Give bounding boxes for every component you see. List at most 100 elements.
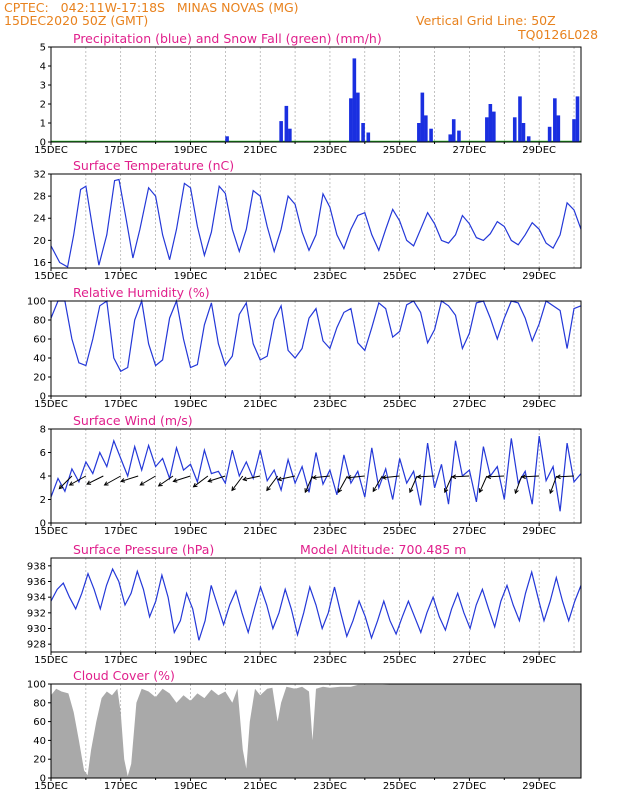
temp-title: Surface Temperature (nC) (73, 158, 234, 173)
temp-xtick-label: 27DEC (453, 271, 487, 282)
rh-ytick-label: 20 (33, 373, 46, 384)
wind-vector-head (549, 489, 554, 495)
wind-vector-shaft (104, 475, 121, 486)
wind-vector-head (139, 481, 145, 486)
precip-xtick-label: 23DEC (313, 145, 347, 156)
cloud-xtick-label: 15DEC (34, 781, 68, 792)
rh-ytick-label: 100 (27, 297, 46, 308)
wind-vector-head (266, 486, 271, 492)
pres-xtick-label: 29DEC (522, 655, 556, 666)
rh-xtick-label: 15DEC (34, 399, 68, 410)
temp-xtick-label: 17DEC (104, 271, 138, 282)
rh-xtick-label: 29DEC (522, 399, 556, 410)
header-line1: CPTEC: 042:11W-17:18S MINAS NOVAS (MG) (4, 0, 299, 15)
wind-vector-shaft (549, 475, 558, 494)
precip-bar (366, 132, 371, 142)
precip-bar (349, 98, 353, 142)
cloud-ytick-label: 0 (40, 774, 46, 785)
wind-vector-head (304, 488, 309, 494)
pres-series-line (50, 567, 582, 641)
cloud-cover-area (51, 684, 581, 778)
temp-xtick-label: 29DEC (522, 271, 556, 282)
wind-title: Surface Wind (m/s) (73, 413, 193, 428)
wind-vector-head (68, 481, 74, 486)
rh-ytick-label: 40 (33, 354, 46, 365)
precip-bar (279, 121, 283, 142)
pres-xtick-label: 23DEC (313, 655, 347, 666)
wind-vector-shaft (277, 475, 296, 481)
precip-bar (288, 128, 292, 142)
pres-xtick-label: 25DEC (383, 655, 417, 666)
cloud-ytick-label: 80 (33, 698, 46, 709)
precip-bar (547, 126, 552, 142)
wind-vector-shaft (514, 475, 523, 494)
pres-ytick-label: 934 (27, 593, 46, 604)
precip-xtick-label: 21DEC (243, 145, 277, 156)
temp-frame (50, 173, 582, 269)
wind-vector-shaft (372, 475, 383, 492)
temp-ytick-label: 24 (33, 214, 46, 225)
precip-bar (572, 119, 576, 142)
pres-ytick-label: 938 (27, 561, 46, 572)
wind-vector-head (486, 474, 492, 480)
temp-ytick-label: 20 (33, 236, 46, 247)
precip-bar (512, 117, 517, 142)
pres-ytick-label: 932 (27, 608, 46, 619)
cloud-ytick-label: 60 (33, 717, 46, 728)
pres-subtitle: Model Altitude: 700.485 m (300, 542, 466, 557)
cloud-frame (50, 683, 582, 779)
wind-vector-head (157, 482, 163, 487)
wind-vector-shaft (337, 475, 348, 493)
precip-ytick-label: 0 (40, 138, 46, 149)
wind-vector-head (521, 474, 526, 480)
wind-vector-shaft (479, 475, 488, 493)
precip-xtick-label: 15DEC (34, 145, 68, 156)
rh-series-line (50, 298, 582, 373)
rh-title: Relative Humidity (%) (73, 285, 210, 300)
rh-xtick-label: 19DEC (174, 399, 208, 410)
temp-ytick-label: 32 (33, 170, 46, 181)
wind-vector-head (58, 484, 64, 490)
wind-vector-head (120, 478, 126, 483)
cloud-xtick-label: 19DEC (174, 781, 208, 792)
temp-xtick-label: 19DEC (174, 271, 208, 282)
wind-vector-head (555, 474, 561, 480)
wind-xtick-label: 17DEC (104, 526, 138, 537)
wind-ytick-label: 8 (40, 425, 46, 436)
rh-xtick-label: 21DEC (243, 399, 277, 410)
pres-frame (50, 557, 582, 653)
precip-bar (284, 105, 289, 142)
temp-xtick-label: 21DEC (243, 271, 277, 282)
cloud-xtick-label: 29DEC (522, 781, 556, 792)
wind-ytick-label: 4 (40, 472, 46, 483)
cloud-xtick-label: 27DEC (453, 781, 487, 792)
rh-ytick-label: 60 (33, 335, 46, 346)
pres-xtick-label: 17DEC (104, 655, 138, 666)
wind-vector-shaft (208, 475, 226, 482)
wind-vector-head (242, 476, 248, 482)
wind-vector-head (231, 486, 236, 492)
wind-vector-shaft (417, 475, 435, 478)
wind-vector-head (381, 475, 387, 480)
cloud-ytick-label: 40 (33, 736, 46, 747)
rh-ytick-label: 0 (40, 392, 46, 403)
header-line2: 15DEC2020 50Z (GMT) (4, 13, 149, 28)
precip-bar (420, 92, 425, 142)
wind-vector-shaft (173, 475, 191, 482)
wind-ytick-label: 6 (40, 448, 46, 459)
precip-xtick-label: 17DEC (104, 145, 138, 156)
wind-vector-head (192, 482, 198, 488)
temp-series-line (50, 178, 582, 268)
wind-vector-shaft (409, 475, 418, 493)
precip-bar (518, 96, 522, 142)
wind-vector-head (337, 488, 343, 494)
wind-vector-shaft (487, 475, 505, 478)
precip-bar (356, 92, 360, 142)
wind-vector-head (514, 489, 519, 495)
precip-bar (451, 119, 456, 142)
rh-frame (50, 300, 582, 397)
wind-ytick-label: 2 (40, 495, 46, 506)
wind-vector-shaft (382, 475, 400, 479)
wind-xtick-label: 23DEC (313, 526, 347, 537)
wind-vector-shaft (556, 475, 575, 478)
